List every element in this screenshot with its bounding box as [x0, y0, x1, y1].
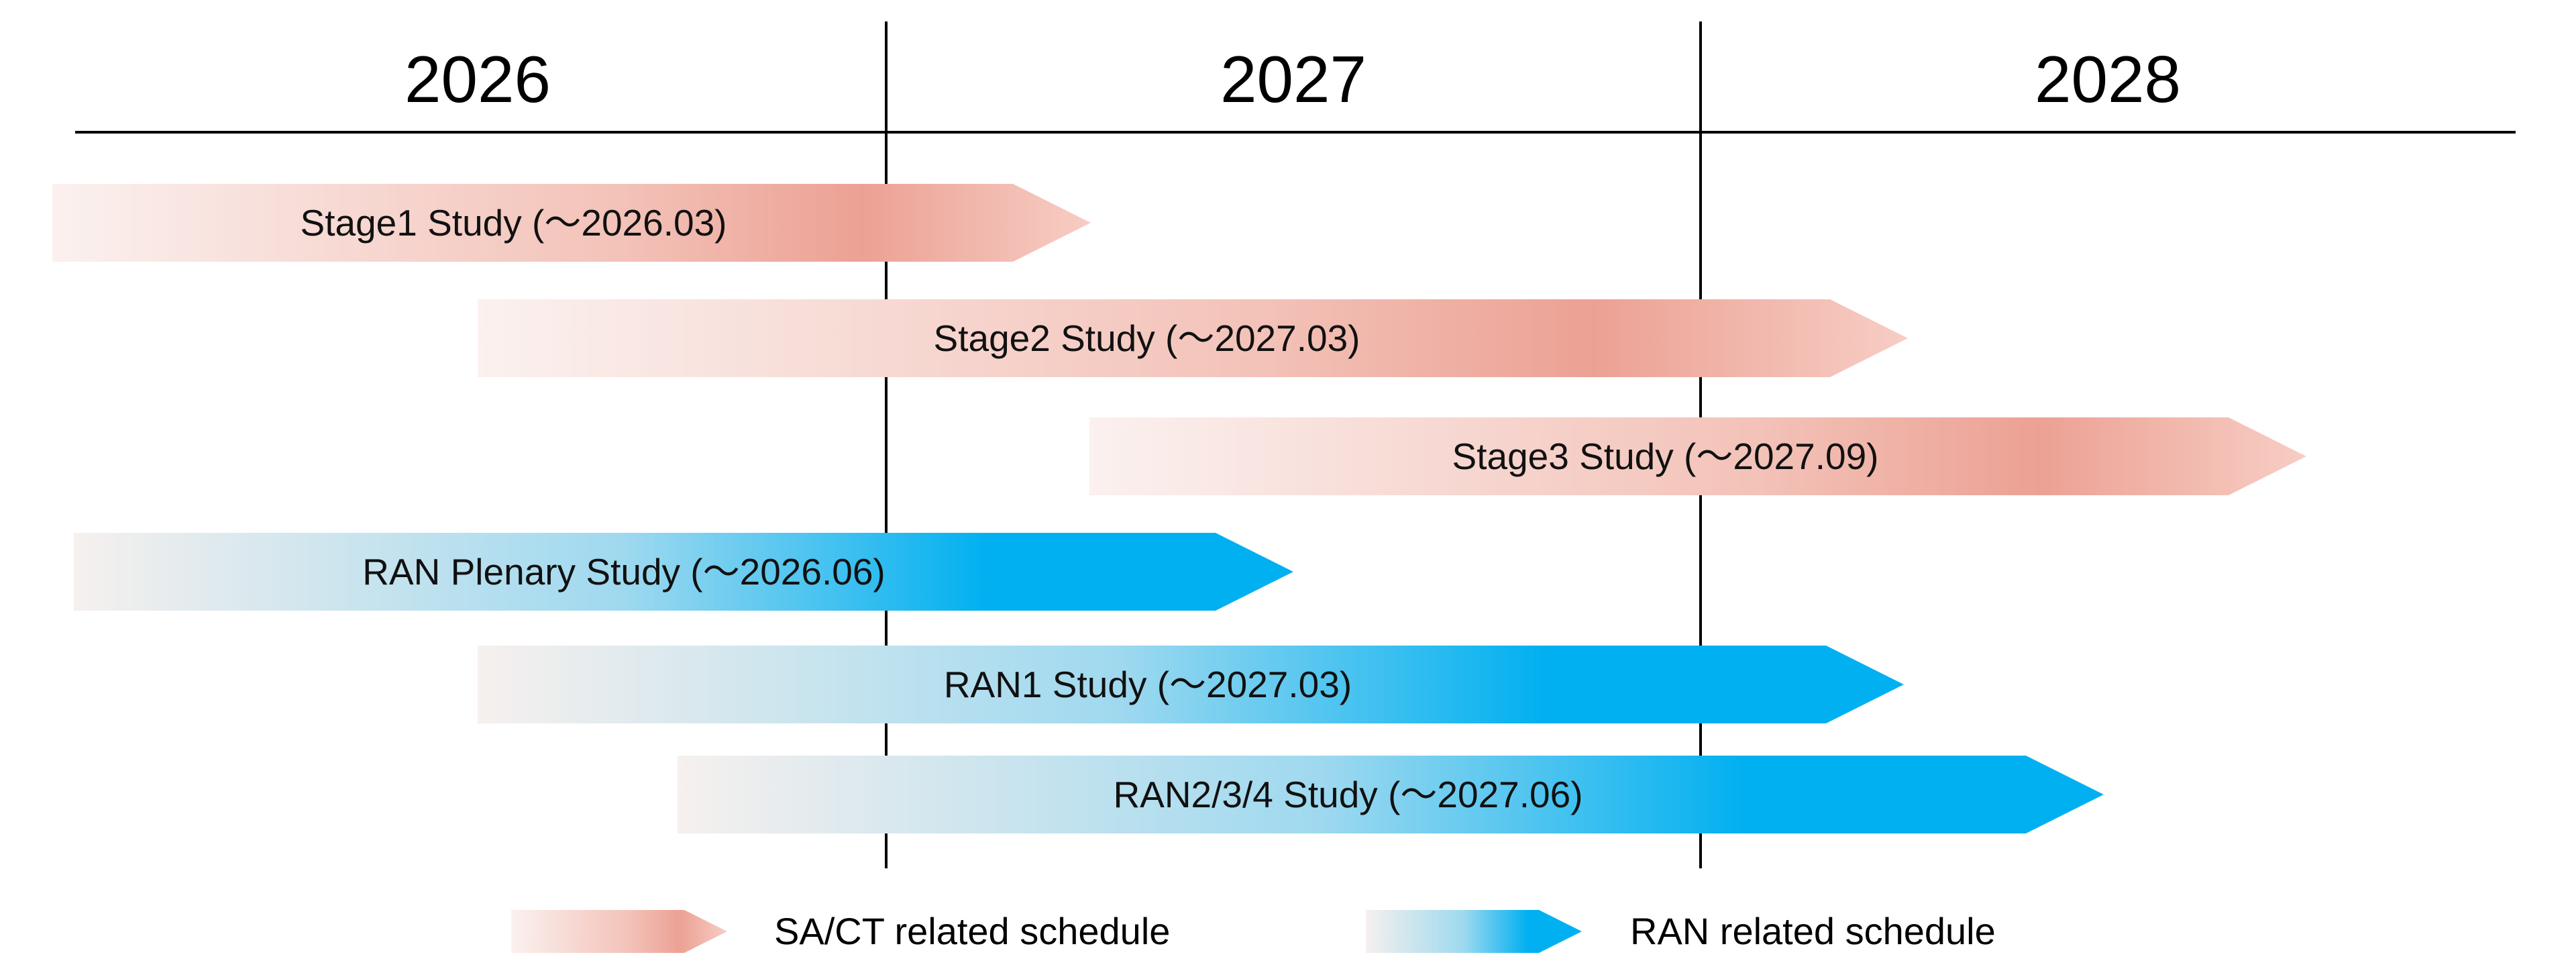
legend-arrow-sa-ct — [511, 910, 727, 953]
schedule-arrow-ran1 — [478, 646, 1904, 723]
schedule-label-ran-plenary: RAN Plenary Study (～2026.06) — [362, 551, 885, 593]
year-divider-2026-2027 — [885, 21, 888, 868]
arrow-body — [1366, 910, 1582, 953]
legend-label-sa-ct: SA/CT related schedule — [774, 910, 1171, 952]
schedule-label-stage2: Stage2 Study (～2027.03) — [933, 317, 1360, 359]
arrow-body — [74, 533, 1293, 611]
arrow-body — [1089, 417, 2306, 495]
arrow-body — [478, 646, 1904, 723]
legend-arrow-ran — [1366, 910, 1582, 953]
schedule-bar-stage3: Stage3 Study (～2027.09) — [1089, 417, 2306, 495]
year-header-2026: 2026 — [404, 42, 551, 116]
schedule-label-ran234: RAN2/3/4 Study (～2027.06) — [1113, 774, 1583, 815]
schedule-bar-ran1: RAN1 Study (～2027.03) — [478, 646, 1904, 723]
arrow-body — [678, 756, 2104, 833]
header-baseline — [75, 131, 2516, 134]
year-header-2028: 2028 — [2034, 42, 2181, 116]
schedule-arrow-stage1 — [52, 184, 1091, 262]
schedule-label-stage1: Stage1 Study (～2026.03) — [300, 202, 727, 244]
legend-swatch-ran — [1366, 910, 1582, 953]
schedule-label-ran1: RAN1 Study (～2027.03) — [943, 664, 1352, 705]
schedule-bar-stage1: Stage1 Study (～2026.03) — [52, 184, 1091, 262]
schedule-label-stage3: Stage3 Study (～2027.09) — [1452, 436, 1879, 477]
arrow-body — [52, 184, 1091, 262]
year-header-2027: 2027 — [1220, 42, 1366, 116]
schedule-arrow-ran-plenary — [74, 533, 1293, 611]
legend-swatch-sa-ct — [511, 910, 727, 953]
arrow-body — [478, 299, 1908, 377]
arrow-body — [511, 910, 727, 953]
schedule-arrow-stage3 — [1089, 417, 2306, 495]
schedule-arrow-stage2 — [478, 299, 1908, 377]
schedule-bar-stage2: Stage2 Study (～2027.03) — [478, 299, 1908, 377]
schedule-bar-ran-plenary: RAN Plenary Study (～2026.06) — [74, 533, 1293, 611]
legend-label-ran: RAN related schedule — [1630, 910, 1996, 952]
schedule-arrow-ran234 — [678, 756, 2104, 833]
schedule-bar-ran234: RAN2/3/4 Study (～2027.06) — [678, 756, 2104, 833]
